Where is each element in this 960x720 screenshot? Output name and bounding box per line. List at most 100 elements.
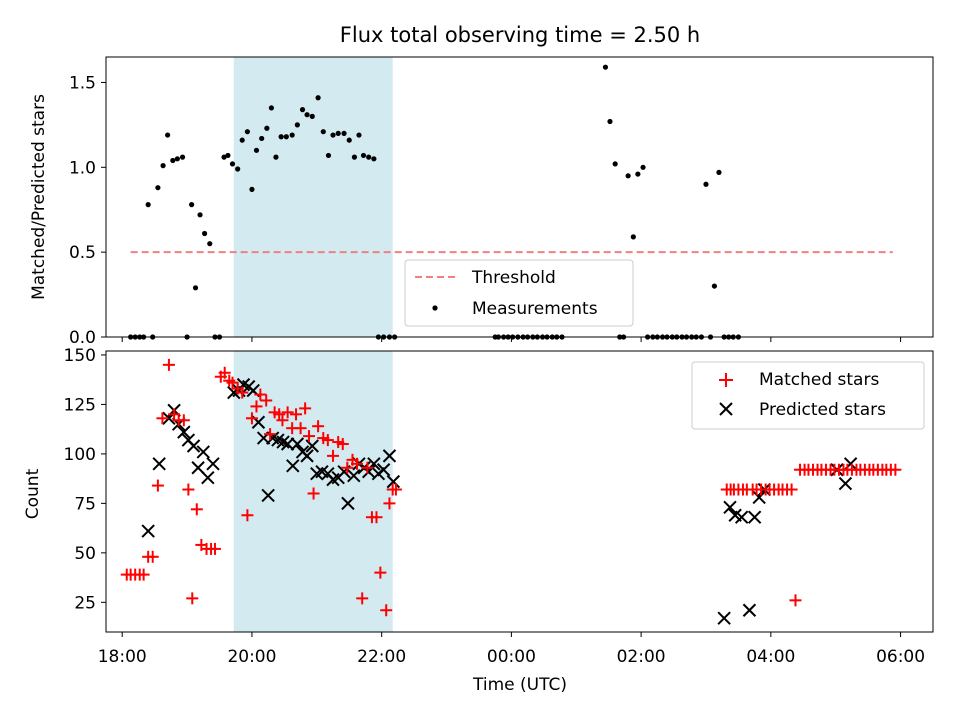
matched-star-marker: [327, 449, 340, 462]
matched-star-marker: [186, 592, 199, 605]
predicted-star-marker: [723, 500, 737, 515]
predicted-star-marker: [300, 449, 314, 463]
measurement-point: [160, 163, 166, 169]
predicted-star-marker: [141, 524, 155, 538]
matched-star-marker: [380, 604, 393, 617]
predicted-star-marker: [201, 470, 215, 485]
legend-matched-label: Matched stars: [759, 370, 879, 390]
predicted-star-marker: [280, 437, 295, 451]
measurement-point: [278, 134, 284, 140]
measurement-point: [268, 105, 274, 111]
matched-star-marker: [294, 422, 307, 435]
measurement-point: [283, 134, 289, 140]
predicted-star-marker: [186, 439, 201, 453]
measurement-point: [189, 202, 195, 208]
legend-measurements-label: Measurements: [472, 299, 598, 319]
measurement-point: [145, 202, 151, 208]
bottom-xlabel: Time (UTC): [472, 675, 567, 695]
top-ylabel: Matched/Predicted stars: [29, 94, 49, 300]
bottom-xtick-label: 06:00: [876, 647, 925, 667]
measurement-point: [607, 118, 613, 125]
matched-star-marker: [162, 358, 175, 371]
measurement-point: [356, 132, 362, 138]
matched-star-marker: [226, 376, 239, 389]
measurement-point: [253, 147, 260, 153]
measurement-point: [309, 113, 315, 119]
top-shaded-interval: [233, 57, 393, 337]
measurement-point: [335, 130, 341, 136]
bottom-xtick-label: 22:00: [357, 647, 406, 667]
top-panel: 0.0 0.5 1.0 1.5 Matched/Predicted stars Thr…: [29, 56, 934, 348]
matched-star-marker: [351, 457, 364, 470]
predicted-star-marker: [152, 457, 166, 471]
measurement-point: [207, 241, 213, 247]
bottom-xtick-label: 18:00: [98, 647, 147, 667]
measurement-point: [235, 166, 241, 172]
measurement-point: [351, 154, 358, 160]
top-ytick-label: 0.5: [69, 243, 96, 263]
matched-star-marker: [218, 366, 231, 379]
matched-star-marker: [156, 412, 169, 425]
measurement-point: [711, 283, 718, 289]
measurement-point: [320, 129, 326, 135]
matched-star-marker: [321, 434, 334, 447]
measurement-point: [703, 181, 709, 187]
measurement-point: [201, 230, 208, 237]
measurement-point: [273, 154, 279, 160]
matched-star-marker: [208, 542, 221, 555]
matched-star-marker: [336, 438, 349, 451]
measurement-point: [179, 154, 186, 160]
top-axes-frame: [105, 56, 934, 338]
measurement-point: [612, 161, 618, 167]
legend-matched-swatch: [719, 373, 733, 387]
predicted-star-marker: [196, 445, 211, 459]
bottom-ytick-label: 150: [64, 346, 96, 366]
predicted-star-marker: [382, 449, 397, 463]
measurement-point: [360, 152, 367, 159]
top-ytick-label: 1.5: [69, 73, 96, 93]
measurement-point: [249, 186, 255, 192]
measurement-point: [155, 185, 161, 191]
matched-star-marker: [785, 483, 798, 496]
measurement-point: [165, 132, 171, 138]
measurement-point: [174, 156, 180, 162]
measurement-point: [289, 132, 295, 138]
measurement-point: [225, 152, 231, 159]
bottom-xtick-label: 02:00: [617, 647, 666, 667]
top-legend-box: [404, 259, 634, 327]
measurement-point: [197, 212, 203, 218]
matched-star-marker: [254, 388, 267, 401]
matched-star-marker: [190, 503, 203, 516]
measurement-point: [635, 171, 641, 177]
measurement-point: [330, 132, 336, 138]
measurement-point: [304, 112, 310, 118]
matched-star-marker: [177, 414, 190, 427]
measurement-point: [371, 156, 377, 162]
bottom-xtick-label: 20:00: [227, 647, 276, 667]
bottom-ytick-label: 75: [74, 494, 96, 514]
matched-star-marker: [307, 487, 320, 500]
matched-star-marker: [361, 461, 374, 474]
bottom-yticks: 25 50 75 100 125 150: [64, 346, 106, 613]
bottom-ytick-label: 100: [64, 445, 96, 465]
predicted-star-marker: [347, 468, 361, 483]
matched-star-marker: [789, 594, 802, 607]
measurement-point: [239, 137, 245, 143]
bottom-ytick-label: 125: [64, 395, 96, 415]
bottom-ylabel: Count: [23, 468, 43, 519]
predicted-star-marker: [376, 463, 391, 477]
matched-star-marker: [889, 463, 902, 476]
measurement-point: [325, 152, 332, 159]
measurement-point: [366, 154, 372, 160]
measurement-point: [315, 95, 321, 101]
measurement-point: [346, 137, 352, 143]
predicted-star-marker: [717, 611, 731, 625]
top-legend: Threshold Measurements: [404, 259, 634, 327]
matched-star-marker: [260, 394, 273, 407]
predicted-star-marker: [261, 488, 275, 503]
legend-threshold-label: Threshold: [471, 268, 556, 288]
predicted-star-marker: [206, 457, 220, 471]
predicted-star-marker: [838, 476, 853, 491]
predicted-star-marker: [734, 510, 749, 524]
